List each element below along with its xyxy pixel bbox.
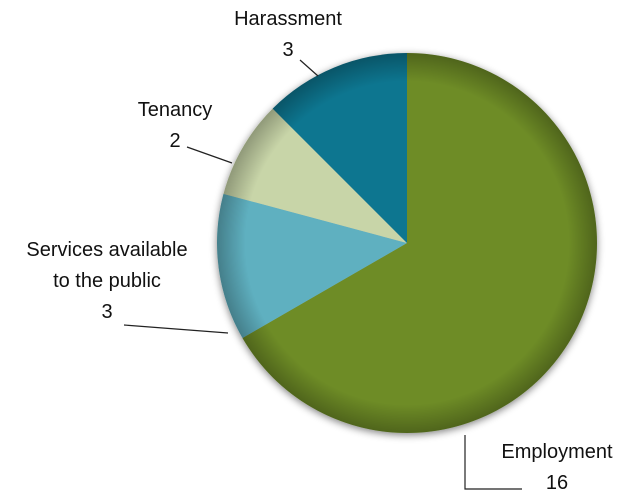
slice-label: Employment [501,441,613,463]
slice-label: Harassment [234,8,342,30]
pie-shade [217,53,597,433]
slice-label-line: Tenancy [138,99,213,121]
leader-line [123,324,229,334]
leader-line [299,59,319,77]
slice-label-line: Services available [26,239,187,261]
value-label: 3 [101,301,112,323]
value-label: 2 [169,130,180,152]
value-label: 16 [546,472,568,494]
slice-label: Tenancy [138,99,213,121]
leader-line [186,146,233,164]
value-label: 3 [282,39,293,61]
leader-line [464,435,522,490]
slice-label-line: Harassment [234,8,342,30]
slice-label-line: to the public [53,270,161,292]
slice-label-line: Employment [501,441,613,463]
slice-label: Services available to the public [26,239,187,292]
